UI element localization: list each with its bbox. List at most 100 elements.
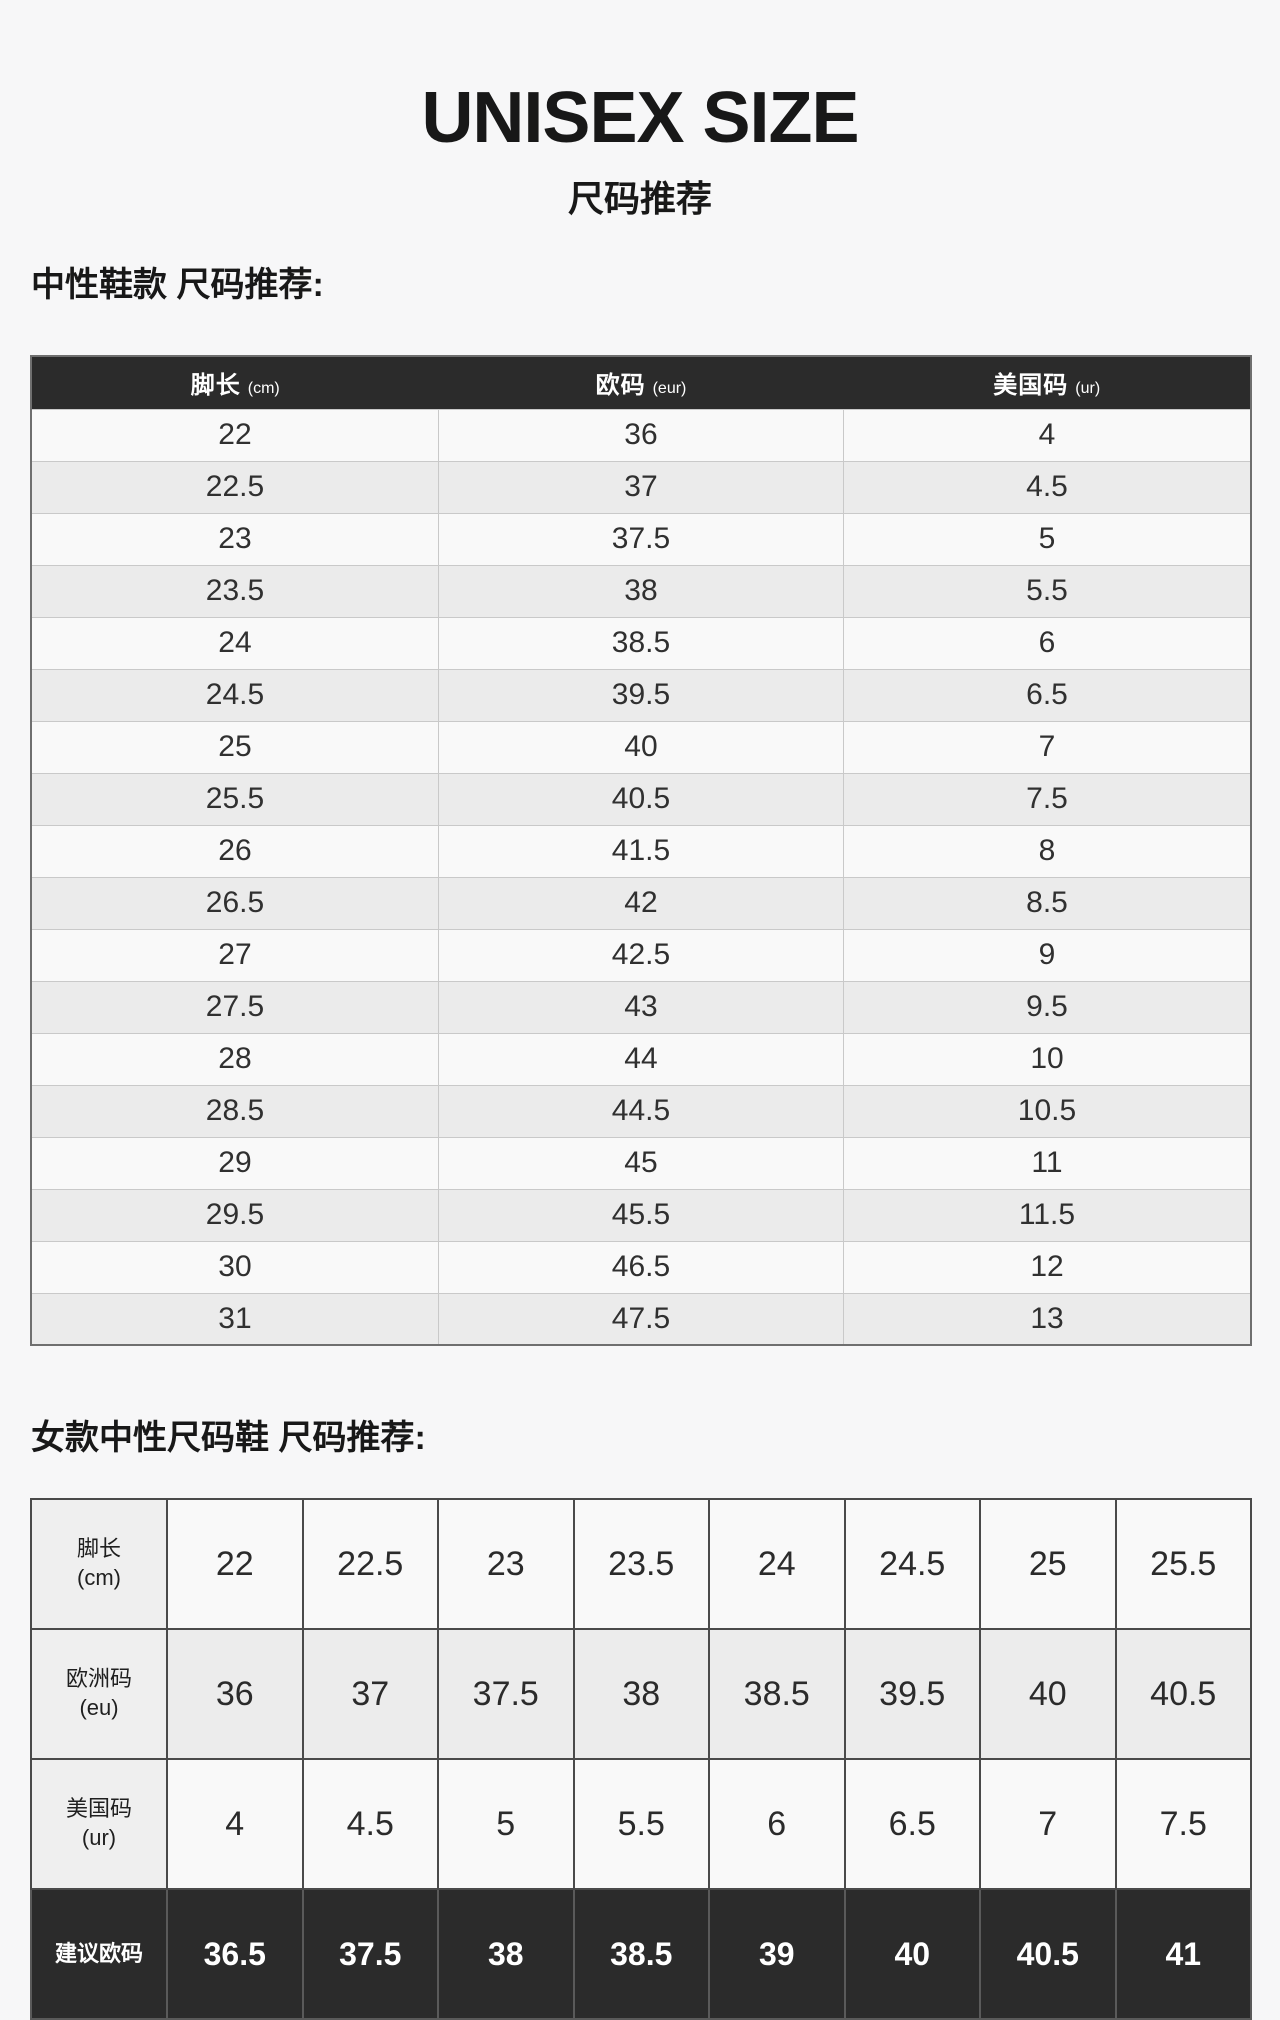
- unisex-section-heading: 中性鞋款 尺码推荐:: [31, 266, 324, 304]
- foot-length-cell: 28: [30, 1032, 439, 1086]
- eu-size-cell: 44.5: [437, 1084, 845, 1138]
- col-header-foot-length-unit: (cm): [247, 380, 280, 398]
- size-value-cell: 38.5: [708, 1628, 846, 1760]
- us-size-cell: 13: [843, 1292, 1252, 1346]
- col-header-us-size-label: 美国码: [993, 372, 1069, 400]
- us-size-cell: 5.5: [843, 564, 1252, 618]
- unisex-table-row: 24.5 39.5 6.5: [30, 668, 1252, 722]
- unisex-table-row: 23 37.5 5: [30, 512, 1252, 566]
- row-label: 建议欧码: [54, 1940, 143, 1966]
- unisex-table-row: 22 36 4: [30, 408, 1252, 462]
- row-label: 美国码: [65, 1796, 132, 1822]
- size-value-cell: 36.5: [166, 1888, 304, 2020]
- size-value-cell: 5: [437, 1758, 575, 1890]
- eu-size-cell: 42: [437, 876, 845, 930]
- us-size-cell: 5: [843, 512, 1252, 566]
- eu-size-cell: 44: [437, 1032, 845, 1086]
- unisex-table-row: 24 38.5 6: [30, 616, 1252, 670]
- eu-size-cell: 40.5: [437, 772, 845, 826]
- eu-size-cell: 43: [437, 980, 845, 1034]
- row-label: 脚长: [76, 1536, 121, 1562]
- women-section-heading: 女款中性尺码鞋 尺码推荐:: [31, 1419, 426, 1457]
- size-value-cell: 39.5: [843, 1628, 981, 1760]
- size-value-cell: 37: [301, 1628, 439, 1760]
- foot-length-cell: 28.5: [30, 1084, 439, 1138]
- women-table-body: 脚长 (cm) 22 22.5 23 23.5 24 24.5 25 25.5 欧洲码 (eu) 36 3…: [30, 1498, 1252, 2020]
- row-label-cell: 脚长 (cm): [30, 1498, 168, 1630]
- size-value-cell: 25.5: [1114, 1498, 1252, 1630]
- size-value-cell: 5.5: [572, 1758, 710, 1890]
- col-header-eu-size-unit: (eur): [652, 380, 687, 398]
- unisex-table-row: 29 45 11: [30, 1136, 1252, 1190]
- size-value-cell: 7.5: [1114, 1758, 1252, 1890]
- us-size-cell: 11.5: [843, 1188, 1252, 1242]
- unisex-table-header-row: 脚长 (cm) 欧码 (eur) 美国码 (ur): [31, 356, 1251, 409]
- unisex-table-row: 25 40 7: [30, 720, 1252, 774]
- size-value-cell: 39: [708, 1888, 846, 2020]
- size-value-cell: 36: [166, 1628, 304, 1760]
- size-value-cell: 22.5: [301, 1498, 439, 1630]
- size-value-cell: 6: [708, 1758, 846, 1890]
- women-size-table: 脚长 (cm) 22 22.5 23 23.5 24 24.5 25 25.5 欧洲码 (eu) 36 3…: [30, 1498, 1252, 2020]
- size-value-cell: 4.5: [301, 1758, 439, 1890]
- unisex-table-body: 22 36 4 22.5 37 4.5 23 37.5 5 23.5 38 5.5 24 38.5 6 24.…: [30, 408, 1252, 1346]
- row-label-unit: (eu): [79, 1695, 119, 1720]
- us-size-cell: 6: [843, 616, 1252, 670]
- foot-length-cell: 24.5: [30, 668, 439, 722]
- size-value-cell: 4: [166, 1758, 304, 1890]
- eu-size-cell: 45: [437, 1136, 845, 1190]
- size-value-cell: 38: [437, 1888, 575, 2020]
- unisex-size-table: 脚长 (cm) 欧码 (eur) 美国码 (ur) 22 36 4 22.5 37 4.5 23 3…: [30, 355, 1252, 1346]
- size-value-cell: 38: [572, 1628, 710, 1760]
- foot-length-cell: 23: [30, 512, 439, 566]
- size-value-cell: 7: [979, 1758, 1117, 1890]
- us-size-cell: 9.5: [843, 980, 1252, 1034]
- col-header-us-size-unit: (ur): [1075, 380, 1101, 398]
- eu-size-cell: 36: [437, 408, 845, 462]
- unisex-table-row: 27.5 43 9.5: [30, 980, 1252, 1034]
- foot-length-cell: 22: [30, 408, 439, 462]
- eu-size-cell: 45.5: [437, 1188, 845, 1242]
- us-size-cell: 6.5: [843, 668, 1252, 722]
- foot-length-cell: 25: [30, 720, 439, 774]
- unisex-table-row: 29.5 45.5 11.5: [30, 1188, 1252, 1242]
- women-table-row: 欧洲码 (eu) 36 37 37.5 38 38.5 39.5 40 40.5: [30, 1628, 1252, 1760]
- size-value-cell: 40: [843, 1888, 981, 2020]
- col-header-us-size: 美国码 (ur): [843, 356, 1251, 409]
- foot-length-cell: 26.5: [30, 876, 439, 930]
- us-size-cell: 8.5: [843, 876, 1252, 930]
- size-value-cell: 40.5: [979, 1888, 1117, 2020]
- page-subtitle: 尺码推荐: [567, 178, 712, 219]
- foot-length-cell: 30: [30, 1240, 439, 1294]
- col-header-eu-size-label: 欧码: [595, 372, 646, 400]
- foot-length-cell: 29.5: [30, 1188, 439, 1242]
- eu-size-cell: 38: [437, 564, 845, 618]
- size-value-cell: 40.5: [1114, 1628, 1252, 1760]
- eu-size-cell: 47.5: [437, 1292, 845, 1346]
- row-label-cell: 欧洲码 (eu): [30, 1628, 168, 1760]
- foot-length-cell: 24: [30, 616, 439, 670]
- unisex-table-row: 31 47.5 13: [30, 1292, 1252, 1346]
- size-value-cell: 24.5: [843, 1498, 981, 1630]
- us-size-cell: 12: [843, 1240, 1252, 1294]
- us-size-cell: 10: [843, 1032, 1252, 1086]
- size-value-cell: 22: [166, 1498, 304, 1630]
- col-header-foot-length: 脚长 (cm): [31, 356, 439, 409]
- us-size-cell: 11: [843, 1136, 1252, 1190]
- unisex-table-row: 22.5 37 4.5: [30, 460, 1252, 514]
- foot-length-cell: 26: [30, 824, 439, 878]
- foot-length-cell: 29: [30, 1136, 439, 1190]
- women-table-row: 美国码 (ur) 4 4.5 5 5.5 6 6.5 7 7.5: [30, 1758, 1252, 1890]
- unisex-table-row: 27 42.5 9: [30, 928, 1252, 982]
- unisex-table-row: 26.5 42 8.5: [30, 876, 1252, 930]
- size-value-cell: 6.5: [843, 1758, 981, 1890]
- foot-length-cell: 23.5: [30, 564, 439, 618]
- foot-length-cell: 27: [30, 928, 439, 982]
- size-value-cell: 41: [1114, 1888, 1252, 2020]
- row-label-unit: (ur): [81, 1825, 117, 1850]
- row-label: 欧洲码: [65, 1666, 132, 1692]
- row-label-unit: (cm): [77, 1565, 121, 1590]
- us-size-cell: 8: [843, 824, 1252, 878]
- us-size-cell: 7: [843, 720, 1252, 774]
- eu-size-cell: 37.5: [437, 512, 845, 566]
